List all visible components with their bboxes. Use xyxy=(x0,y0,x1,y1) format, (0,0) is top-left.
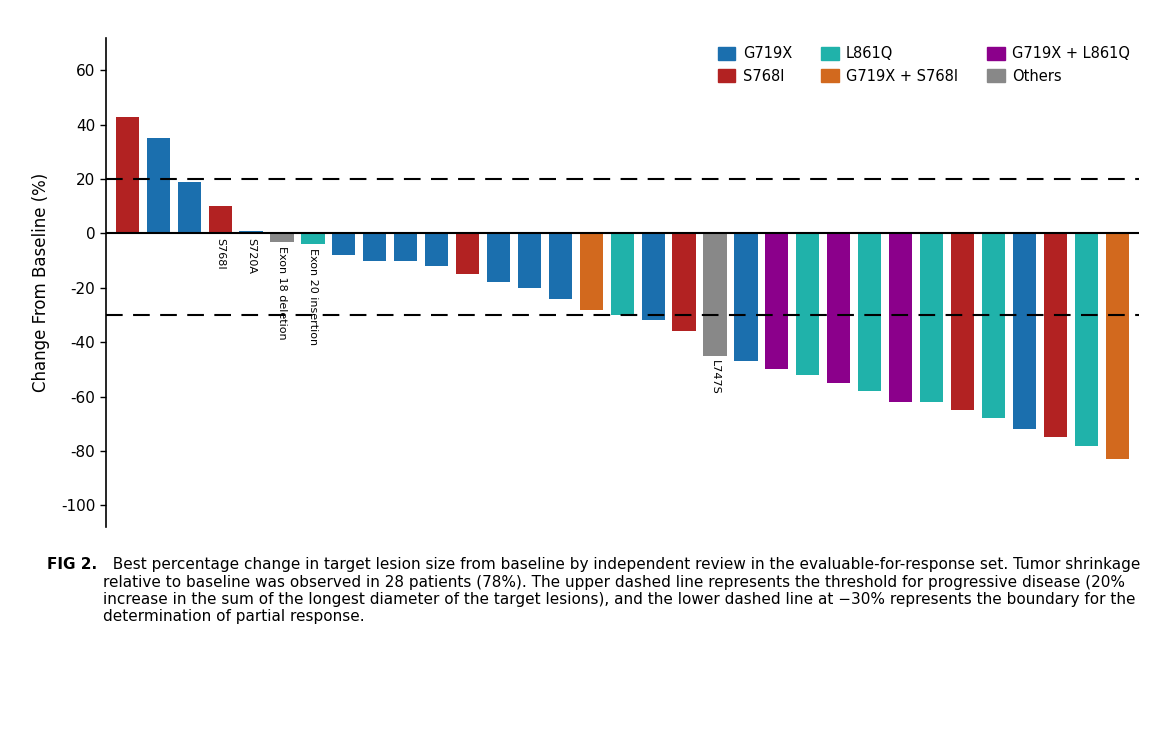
Bar xyxy=(363,233,386,261)
Bar xyxy=(1044,233,1067,437)
Bar xyxy=(796,233,819,375)
Bar xyxy=(332,233,356,255)
Bar xyxy=(487,233,510,282)
Bar xyxy=(735,233,757,361)
Bar xyxy=(394,233,417,261)
Bar xyxy=(828,233,850,383)
Bar xyxy=(981,233,1005,419)
Bar xyxy=(920,233,943,402)
Bar xyxy=(889,233,912,402)
Text: Best percentage change in target lesion size from baseline by independent review: Best percentage change in target lesion … xyxy=(103,557,1141,624)
Bar xyxy=(177,181,201,233)
Bar xyxy=(610,233,634,315)
Bar xyxy=(951,233,974,410)
Bar xyxy=(270,233,294,242)
Bar xyxy=(147,139,170,233)
Bar xyxy=(580,233,603,309)
Bar xyxy=(239,230,263,233)
Bar xyxy=(518,233,541,288)
Bar xyxy=(765,233,789,370)
Text: Exon 20 insertion: Exon 20 insertion xyxy=(308,248,318,346)
Bar xyxy=(858,233,882,391)
Text: FIG 2.: FIG 2. xyxy=(47,557,97,572)
Y-axis label: Change From Baseline (%): Change From Baseline (%) xyxy=(32,172,49,392)
Bar xyxy=(1074,233,1098,446)
Legend: G719X, S768I, L861Q, G719X + S768I, G719X + L861Q, Others: G719X, S768I, L861Q, G719X + S768I, G719… xyxy=(714,42,1134,88)
Bar xyxy=(116,117,139,233)
Bar xyxy=(302,233,324,244)
Bar xyxy=(425,233,448,266)
Bar xyxy=(1106,233,1128,459)
Bar xyxy=(673,233,696,331)
Text: S720A: S720A xyxy=(247,237,256,273)
Bar xyxy=(456,233,479,274)
Bar xyxy=(703,233,727,356)
Text: L747S: L747S xyxy=(710,360,720,395)
Text: S768I: S768I xyxy=(215,237,225,269)
Bar xyxy=(548,233,572,299)
Bar xyxy=(209,206,231,233)
Bar xyxy=(1013,233,1035,429)
Bar xyxy=(641,233,664,321)
Text: Exon 18 deletion: Exon 18 deletion xyxy=(277,245,286,340)
